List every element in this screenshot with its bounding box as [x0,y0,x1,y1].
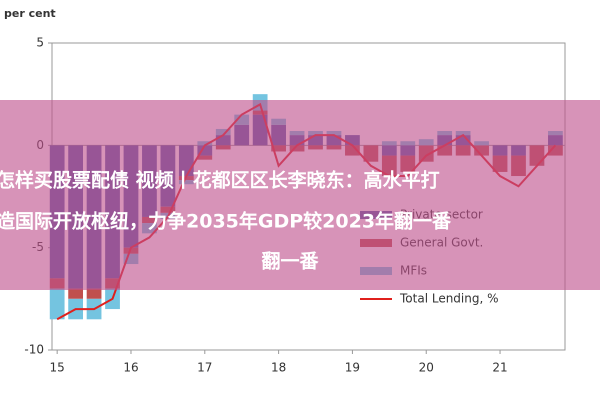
y-tick-label: -10 [24,343,44,357]
banner-text: 翻一番 [261,250,319,273]
banner-text: 造国际开放枢纽，力争2035年GDP较2023年翻一番 [0,210,452,233]
banner-text: 怎样买股票配债 视频丨花都区区长李晓东：高水平打 [0,169,440,192]
bar [68,288,84,299]
banner-band [0,100,600,290]
bar [86,288,102,299]
y-axis-label: per cent [4,7,56,20]
x-tick-label: 19 [345,361,360,375]
x-tick-label: 15 [50,361,65,375]
y-tick-label: 5 [36,36,44,50]
x-tick-label: 17 [197,361,212,375]
x-tick-label: 16 [123,361,138,375]
x-tick-label: 18 [271,361,286,375]
legend-label: Total Lending, % [399,292,499,306]
x-tick-label: 20 [419,361,434,375]
x-tick-label: 21 [492,361,507,375]
bar [49,288,65,320]
